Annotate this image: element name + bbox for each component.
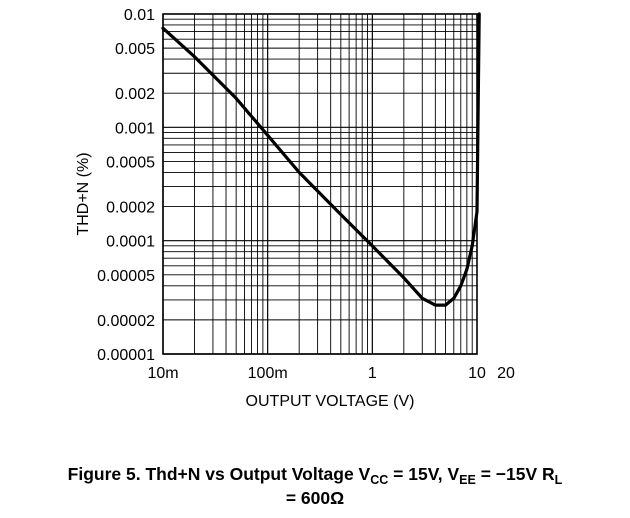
caption-line-2: = 600Ω — [285, 488, 345, 508]
x-tick-label: 100m — [248, 365, 288, 382]
figure-caption: Figure 5. Thd+N vs Output Voltage VCC = … — [0, 462, 630, 510]
y-tick-label: 0.0002 — [106, 200, 155, 217]
caption-line-1: Figure 5. Thd+N vs Output Voltage VCC = … — [0, 462, 630, 486]
x-axis-label: OUTPUT VOLTAGE (V) — [246, 393, 415, 410]
plot-frame — [162, 13, 478, 355]
y-tick-labels: 0.01 0.005 0.002 0.001 0.0005 0.0002 0.0001 0.0… — [97, 7, 155, 364]
y-tick-label: 0.01 — [124, 7, 155, 24]
caption-text-3: = −15V R — [475, 464, 555, 484]
y-tick-label: 0.002 — [115, 86, 155, 103]
y-tick-label: 0.001 — [115, 120, 155, 137]
x-tick-label: 10m — [147, 365, 178, 382]
thd-vs-output-voltage-chart: 0.01 0.005 0.002 0.001 0.0005 0.0002 0.0001 0.0… — [75, 7, 515, 410]
caption-text-1: Figure 5. Thd+N vs Output Voltage V — [67, 464, 371, 484]
y-tick-label: 0.0001 — [106, 234, 155, 251]
y-tick-label: 0.00001 — [97, 347, 155, 364]
thd-curve — [161, 12, 481, 307]
y-tick-label: 0.005 — [115, 41, 155, 58]
grid-lines — [162, 14, 477, 355]
caption-sub-vee: EE — [459, 473, 476, 487]
x-tick-labels: 10m 100m 1 10 — [147, 365, 486, 382]
x-tick-label-20: 20 — [497, 365, 515, 382]
caption-text-2: = 15V, V — [388, 464, 460, 484]
x-tick-label: 1 — [368, 365, 377, 382]
y-tick-label: 0.00005 — [97, 268, 155, 285]
y-axis-label: THD+N (%) — [75, 152, 92, 235]
caption-sub-rl: L — [554, 473, 563, 487]
y-tick-label: 0.0005 — [106, 154, 155, 171]
x-tick-label: 10 — [468, 365, 486, 382]
caption-sub-vcc: CC — [370, 473, 389, 487]
y-tick-label: 0.00002 — [97, 313, 155, 330]
